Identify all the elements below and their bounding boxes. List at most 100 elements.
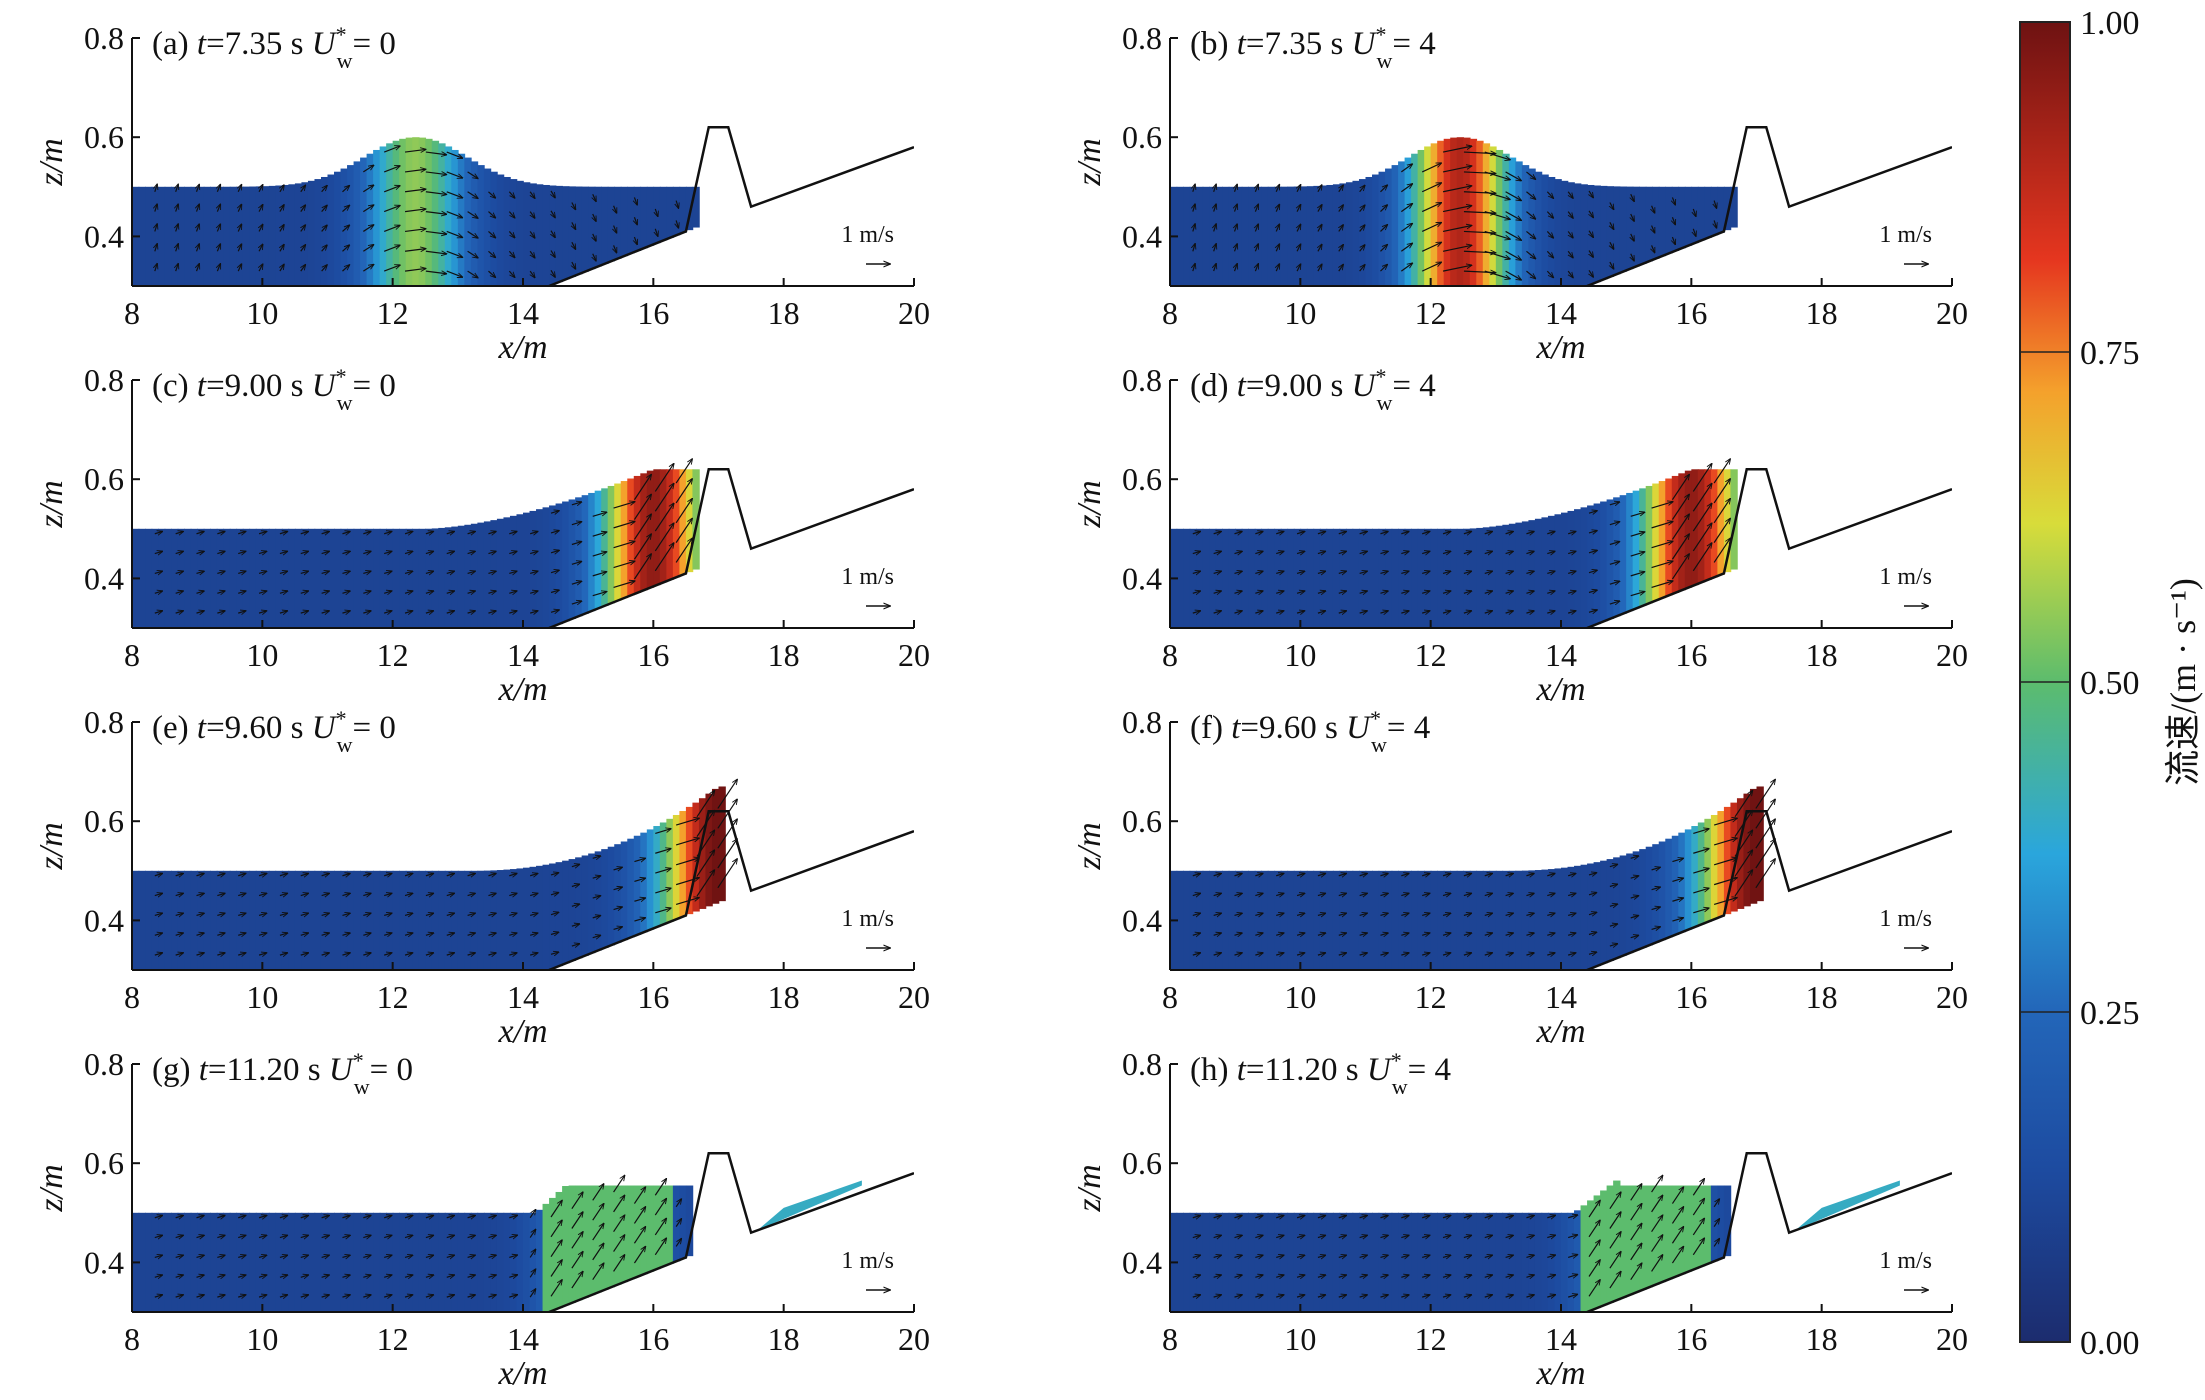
velocity-vector (1442, 611, 1451, 613)
velocity-field-cell (1495, 525, 1504, 628)
velocity-vector (383, 225, 400, 233)
velocity-vector (342, 611, 350, 613)
velocity-field-cell (1508, 157, 1517, 286)
x-tick-label: 14 (1545, 637, 1577, 673)
velocity-field-cell (379, 528, 387, 628)
x-axis-label: x/m (1535, 671, 1585, 708)
velocity-field-cell (1189, 528, 1197, 628)
velocity-field-cell (386, 870, 394, 970)
velocity-field-cell (614, 186, 622, 259)
velocity-vector (1317, 591, 1326, 593)
velocity-field-cell (1228, 870, 1236, 970)
velocity-vector (363, 551, 371, 553)
velocity-vector (238, 1235, 246, 1237)
velocity-vector (571, 502, 582, 505)
velocity-field-cell (1587, 863, 1595, 969)
velocity-vector (1193, 263, 1195, 272)
velocity-vector (321, 1235, 330, 1237)
velocity-field-cell (1411, 1212, 1419, 1312)
velocity-vector (613, 521, 635, 529)
velocity-vector (342, 873, 350, 875)
velocity-vector (1547, 893, 1555, 895)
velocity-vector (592, 1263, 604, 1281)
velocity-vector (1338, 1275, 1347, 1277)
velocity-vector (446, 953, 455, 955)
velocity-vector (425, 271, 447, 274)
velocity-vector (593, 233, 596, 241)
velocity-vector (259, 244, 263, 252)
velocity-vector (1734, 850, 1753, 877)
breakwater-outline (1586, 1152, 1952, 1312)
velocity-field-cell (1704, 186, 1712, 238)
velocity-vector (404, 1275, 413, 1277)
velocity-vector (1339, 264, 1343, 272)
velocity-field-cell (1378, 870, 1386, 970)
panel-g: 8 10 12 14 16 18 200.40.60.8x/mz/m(g) t=11.20 … (33, 1046, 930, 1392)
velocity-vector (467, 1255, 476, 1257)
velocity-field-cell (1561, 180, 1569, 286)
velocity-vector (1213, 1275, 1222, 1277)
velocity-vector (1339, 245, 1343, 252)
velocity-vector (550, 610, 559, 612)
velocity-vector (217, 224, 220, 232)
velocity-vector (1234, 1295, 1243, 1297)
velocity-vector (1442, 186, 1472, 193)
velocity-vector (613, 1195, 625, 1213)
velocity-vector (530, 231, 535, 238)
velocity-field-cell (1326, 528, 1334, 628)
velocity-field-cell (672, 1185, 681, 1262)
velocity-vector (529, 1210, 535, 1219)
velocity-field-cell (190, 870, 198, 970)
velocity-field-cell (1306, 528, 1315, 628)
velocity-field-cell (1691, 1185, 1699, 1270)
breakwater-outline (548, 468, 914, 628)
velocity-vector (154, 551, 163, 553)
velocity-field-cell (431, 1212, 440, 1312)
velocity-vector (1193, 184, 1195, 192)
velocity-vector (1692, 523, 1712, 552)
velocity-vector (1255, 1295, 1263, 1297)
colorbar-tick-label: 0.00 (2080, 1325, 2140, 1362)
velocity-field-cell (366, 1212, 374, 1312)
velocity-field-cell (575, 1185, 583, 1301)
velocity-field-cell (1280, 186, 1289, 286)
velocity-vector (1235, 204, 1238, 212)
velocity-field-cell (1215, 186, 1223, 286)
velocity-vector (1484, 1275, 1493, 1277)
velocity-vector (1422, 1255, 1430, 1257)
y-axis-label: z/m (1071, 480, 1108, 528)
velocity-field-cell (223, 528, 231, 628)
velocity-field-cell (1619, 1185, 1627, 1298)
velocity-field-cell (301, 528, 309, 628)
velocity-vector (1192, 1255, 1201, 1257)
velocity-vector (300, 933, 309, 935)
velocity-field-cell (1489, 870, 1497, 970)
velocity-vector (1338, 873, 1347, 875)
velocity-vector (550, 932, 559, 934)
velocity-vector (238, 1255, 246, 1257)
velocity-vector (196, 913, 205, 915)
velocity-vector (1234, 893, 1243, 895)
velocity-vector (1609, 1192, 1621, 1209)
velocity-vector (404, 1215, 413, 1217)
velocity-field-cell (347, 165, 355, 286)
velocity-field-cell (1697, 1185, 1706, 1267)
velocity-vector (300, 551, 309, 553)
velocity-vector (404, 268, 426, 271)
velocity-vector (1651, 521, 1673, 529)
velocity-vector (1192, 1215, 1201, 1217)
velocity-field-cell (223, 870, 231, 970)
velocity-vector (1609, 864, 1618, 866)
velocity-vector (1713, 858, 1737, 866)
velocity-field-cell (1684, 470, 1693, 588)
velocity-vector (196, 1275, 205, 1277)
velocity-vector (1526, 611, 1534, 613)
velocity-vector (509, 873, 517, 875)
velocity-field-cell (575, 497, 583, 617)
velocity-vector (1505, 270, 1522, 280)
velocity-vector (154, 933, 163, 935)
velocity-field-cell (568, 499, 576, 619)
x-tick-label: 10 (246, 979, 278, 1015)
velocity-field-cell (1619, 495, 1627, 614)
velocity-vector (404, 1295, 413, 1297)
